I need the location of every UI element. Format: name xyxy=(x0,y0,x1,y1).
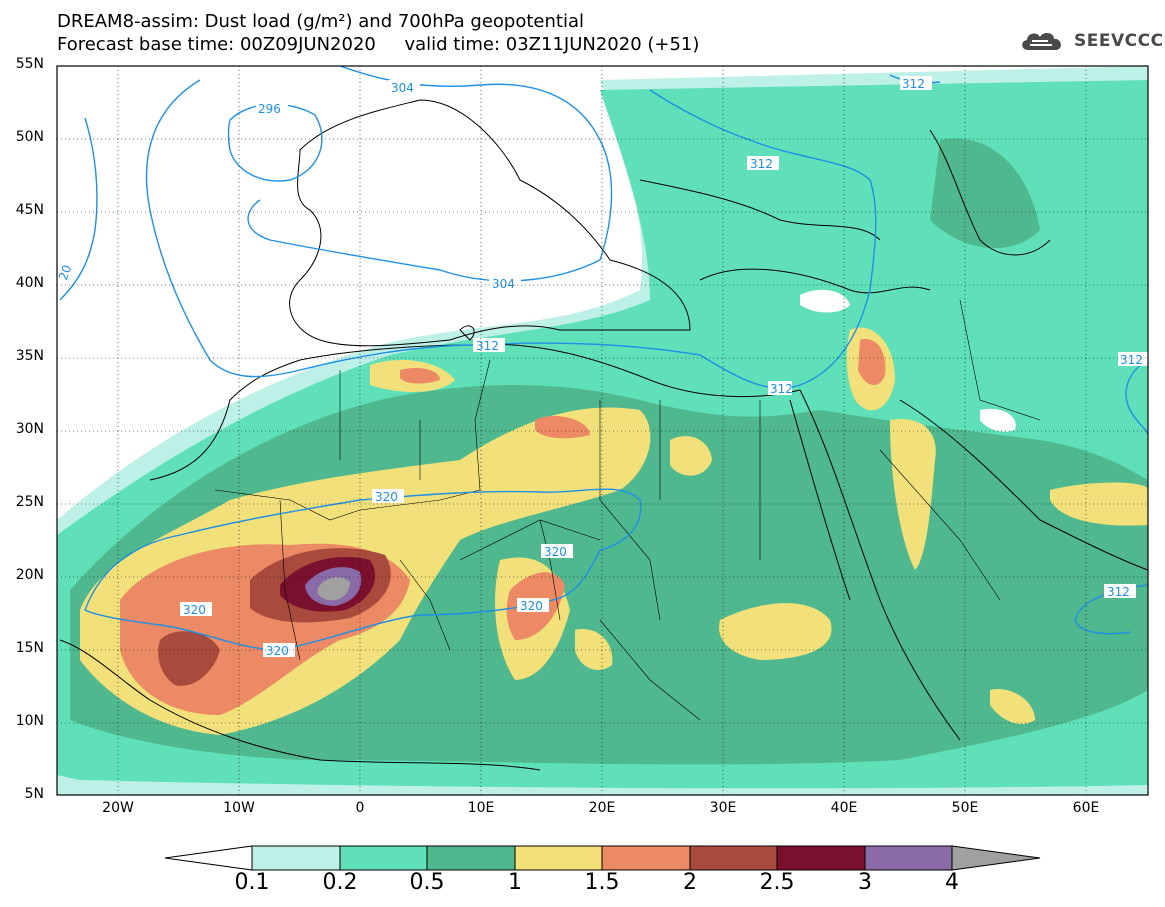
svg-text:304: 304 xyxy=(492,277,515,291)
contour-label: 312 xyxy=(473,338,505,353)
cloud-icon xyxy=(1022,33,1061,50)
dust-level-1 xyxy=(990,689,1035,725)
logo-text: SEEVCCC xyxy=(1074,31,1164,51)
contour-label: 320 xyxy=(541,544,573,559)
colorbar-label: 0.2 xyxy=(322,870,358,895)
lat-label: 5N xyxy=(24,786,44,802)
lat-label: 35N xyxy=(15,348,44,364)
country-borders xyxy=(214,299,1041,721)
colorbar-bin xyxy=(601,845,691,871)
colorbar-label: 1 xyxy=(508,870,522,895)
svg-text:312: 312 xyxy=(1120,353,1143,367)
contour-label: 312 xyxy=(1104,584,1136,599)
dust-level-1 xyxy=(719,603,832,660)
lat-label: 15N xyxy=(15,640,44,656)
svg-text:312: 312 xyxy=(902,77,925,91)
contour-label: 296 xyxy=(256,102,288,116)
colorbar-label: 2 xyxy=(683,870,697,895)
colorbar-bin xyxy=(776,845,866,871)
colorbar-label: 0.5 xyxy=(409,870,445,895)
lon-label: 50E xyxy=(951,800,979,816)
svg-text:304: 304 xyxy=(391,81,414,95)
dust-fields xyxy=(57,66,1148,795)
colorbar xyxy=(164,845,1041,871)
coastlines xyxy=(59,99,1148,771)
contour-label: 304 xyxy=(388,80,420,95)
svg-text:320: 320 xyxy=(375,490,398,504)
colorbar-over-triangle xyxy=(951,845,1041,871)
graticule xyxy=(57,66,1148,795)
lat-label: 40N xyxy=(15,275,44,291)
lon-label: 20W xyxy=(102,800,134,816)
seevccc-logo: SEEVCCC xyxy=(1018,26,1164,56)
map-frame xyxy=(56,65,1149,796)
colorbar-bin xyxy=(514,845,603,871)
lat-label: 50N xyxy=(15,129,44,145)
svg-text:320: 320 xyxy=(520,599,543,613)
contour-label: 20 xyxy=(56,263,74,282)
contour-label: 312 xyxy=(768,381,793,396)
lat-label: 25N xyxy=(15,494,44,510)
dust-level-1 xyxy=(890,419,936,570)
colorbar-label: 0.1 xyxy=(234,870,270,895)
lon-label: 30E xyxy=(709,800,737,816)
lon-label: 10E xyxy=(467,800,495,816)
lat-label: 10N xyxy=(15,713,44,729)
dust-level-1.5 xyxy=(400,368,440,384)
lat-label: 30N xyxy=(15,421,44,437)
lon-label: 20E xyxy=(588,800,616,816)
contour-label: 320 xyxy=(372,489,404,504)
dust-level-1.5 xyxy=(535,415,590,439)
svg-text:312: 312 xyxy=(1107,585,1130,599)
lon-label: 0 xyxy=(355,800,365,816)
lat-label: 45N xyxy=(15,202,44,218)
clear-patch xyxy=(980,408,1016,432)
lon-label: 60E xyxy=(1072,800,1100,816)
svg-text:312: 312 xyxy=(750,157,773,171)
svg-text:320: 320 xyxy=(266,644,289,658)
svg-text:312: 312 xyxy=(770,382,793,396)
contour-label: 312 xyxy=(900,76,932,91)
contour-label: 304 xyxy=(489,276,521,291)
lat-label: 20N xyxy=(15,567,44,583)
svg-text:320: 320 xyxy=(183,603,206,617)
forecast-time-line: Forecast base time: 00Z09JUN2020 valid t… xyxy=(57,34,700,55)
contour-label: 320 xyxy=(263,643,295,658)
contour-label: 320 xyxy=(180,602,212,617)
contour-labels: 304 296 312 20 304 312 312 320 320 320 3… xyxy=(56,76,1148,658)
colorbar-bin xyxy=(689,845,778,871)
colorbar-label: 4 xyxy=(945,870,959,895)
contour-label: 312 xyxy=(747,156,779,171)
map-title: DREAM8-assim: Dust load (g/m²) and 700hP… xyxy=(57,11,584,32)
colorbar-bin xyxy=(251,845,341,871)
dust-level-1 xyxy=(575,629,613,670)
dust-level-1.5 xyxy=(858,339,886,386)
svg-text:20: 20 xyxy=(56,263,74,282)
svg-text:312: 312 xyxy=(476,339,499,353)
dust-level-4 xyxy=(317,577,350,601)
colorbar-bin xyxy=(864,845,953,871)
lon-label: 10W xyxy=(223,800,255,816)
colorbar-label: 3 xyxy=(858,870,872,895)
contour-label: 320 xyxy=(517,598,549,613)
dust-level-0.5 xyxy=(930,138,1040,249)
colorbar-under-triangle xyxy=(164,845,253,871)
dust-level-1 xyxy=(1050,482,1148,526)
colorbar-bin xyxy=(426,845,516,871)
svg-text:296: 296 xyxy=(258,102,281,116)
svg-text:320: 320 xyxy=(544,545,567,559)
lat-label: 55N xyxy=(15,56,44,72)
contour-label: 312 xyxy=(1118,352,1148,367)
clear-patch xyxy=(800,289,850,313)
colorbar-label: 1.5 xyxy=(584,870,620,895)
colorbar-label: 2.5 xyxy=(759,870,795,895)
dust-level-2 xyxy=(158,631,220,686)
lon-label: 40E xyxy=(830,800,858,816)
dust-level-1 xyxy=(670,436,712,476)
colorbar-bin xyxy=(339,845,428,871)
